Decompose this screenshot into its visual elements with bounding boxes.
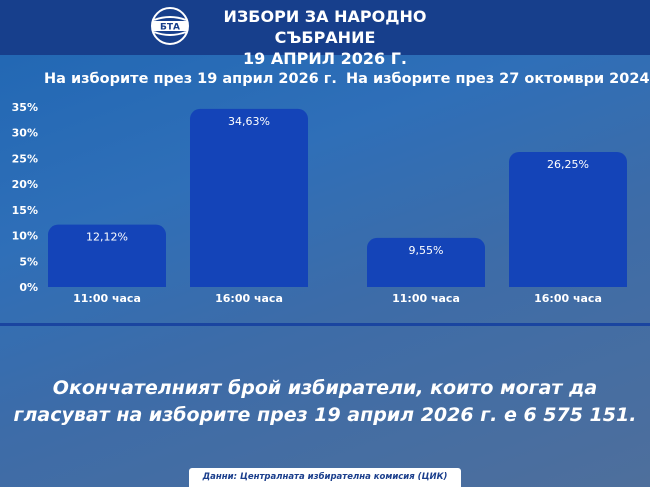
turnout-bar-chart: 0% 5% 10% 15% 20% 25% 30% 35% 12,12% 11:00 часа 34… [12, 101, 627, 305]
summary-line1: Окончателният брой избиратели, които мог… [52, 377, 598, 399]
y-tick-label: 5% [19, 255, 38, 268]
bar-base [48, 277, 166, 287]
bar-value-label: 34,63% [228, 115, 270, 128]
summary-line2: гласуват на изборите през 19 април 2026 … [13, 404, 637, 426]
source-note: Данни: Централната избирателна комисия (… [189, 468, 461, 487]
x-category-label: 16:00 часа [215, 292, 283, 305]
page-title-line2: 19 АПРИЛ 2026 Г. [243, 49, 407, 68]
x-category-label: 11:00 часа [73, 292, 141, 305]
chart-title-2024: На изборите през 27 октомври 2024 г. [346, 71, 650, 87]
section-divider [0, 323, 650, 326]
bar-value-label: 9,55% [409, 244, 444, 257]
y-tick-label: 30% [12, 127, 38, 140]
y-tick-label: 10% [12, 230, 38, 243]
y-tick-label: 25% [12, 152, 38, 165]
summary-text: Окончателният брой избиратели, които мог… [0, 375, 650, 429]
x-category-label: 16:00 часа [534, 292, 602, 305]
bta-logo-icon: БТА [151, 7, 189, 45]
y-tick-label: 35% [12, 101, 38, 114]
header-banner: БТА ИЗБОРИ ЗА НАРОДНО СЪБРАНИЕ 19 АПРИЛ … [0, 0, 650, 68]
bar-value-label: 26,25% [547, 158, 589, 171]
logo-text: БТА [160, 23, 180, 33]
chart-title-2026: На изборите през 19 април 2026 г. [44, 71, 337, 87]
bar [367, 237, 485, 287]
bar-base [367, 277, 485, 287]
y-tick-label: 0% [19, 281, 38, 294]
page-title-line1: ИЗБОРИ ЗА НАРОДНО СЪБРАНИЕ [223, 7, 427, 47]
bar-base [509, 277, 627, 287]
bar [48, 224, 166, 287]
bar [509, 152, 627, 287]
bar [190, 108, 308, 287]
x-category-label: 11:00 часа [392, 292, 460, 305]
y-tick-label: 15% [12, 204, 38, 217]
bar-base [190, 277, 308, 287]
bar-value-label: 12,12% [86, 231, 128, 244]
page-title: ИЗБОРИ ЗА НАРОДНО СЪБРАНИЕ 19 АПРИЛ 2026… [195, 6, 455, 69]
y-tick-label: 20% [12, 178, 38, 191]
